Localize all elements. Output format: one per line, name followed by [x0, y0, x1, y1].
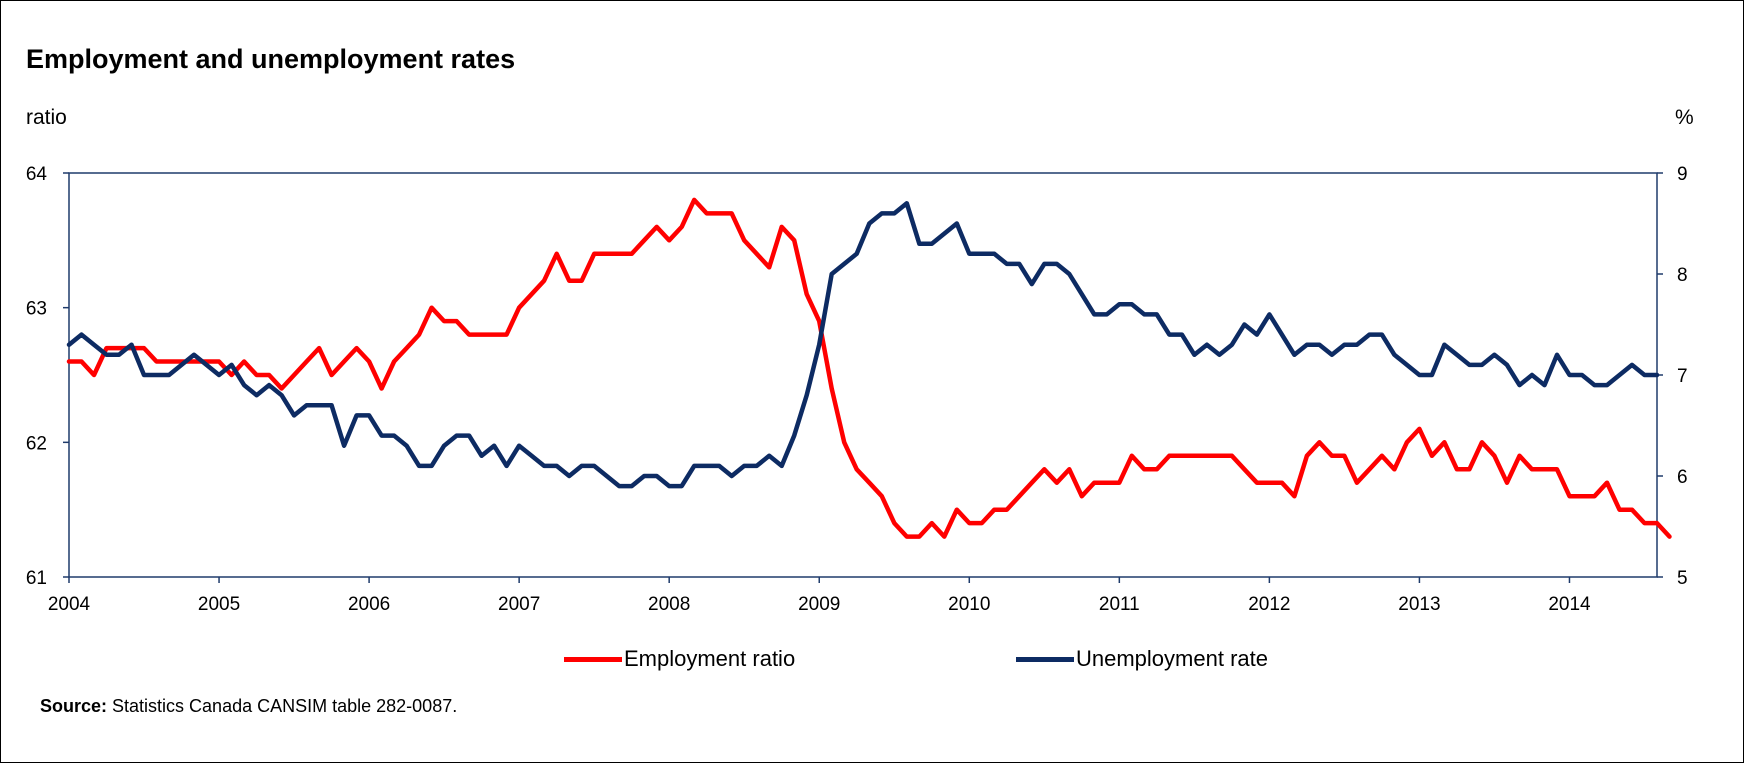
left-tick-label: 61 — [26, 568, 47, 589]
right-tick-label: 5 — [1677, 568, 1688, 589]
x-tick-label: 2013 — [1398, 594, 1440, 615]
left-tick-label: 62 — [26, 433, 47, 454]
employment-ratio-line — [66, 197, 1672, 539]
x-tick-label: 2014 — [1548, 594, 1591, 615]
legend-label-unemployment: Unemployment rate — [1076, 646, 1268, 671]
x-tick-label: 2007 — [498, 594, 540, 615]
x-tick-label: 2006 — [348, 594, 390, 615]
left-axis-unit-label: ratio — [26, 106, 67, 129]
x-tick-label: 2011 — [1099, 594, 1140, 615]
right-tick-label: 7 — [1677, 366, 1688, 387]
x-tick-label: 2008 — [648, 594, 690, 615]
legend-label-employment: Employment ratio — [624, 646, 796, 671]
right-tick-label: 9 — [1677, 164, 1688, 185]
x-tick-label: 2012 — [1248, 594, 1290, 615]
x-tick-label: 2010 — [948, 594, 990, 615]
legend-swatch-unemployment — [1016, 656, 1074, 662]
x-tick-label: 2004 — [48, 594, 91, 615]
left-tick-label: 63 — [26, 299, 47, 320]
x-tick-label: 2009 — [798, 594, 840, 615]
source-label: Source: — [40, 696, 108, 716]
legend-employment-ratio: Employment ratio — [564, 646, 795, 672]
source-text: Statistics Canada CANSIM table 282-0087. — [107, 696, 458, 716]
x-axis-ticks: 2004 2005 2006 2007 2008 2009 2010 2011 2012 2013… — [48, 577, 1591, 615]
legend-unemployment-rate: Unemployment rate — [1016, 646, 1268, 672]
legend-swatch-employment — [564, 656, 622, 662]
right-tick-label: 8 — [1677, 265, 1688, 286]
unemployment-rate-line — [66, 201, 1660, 489]
left-axis-ticks: 61 62 63 64 — [26, 164, 69, 589]
chart-title: Employment and unemployment rates — [26, 44, 516, 74]
left-tick-label: 64 — [26, 164, 48, 185]
x-tick-label: 2005 — [198, 594, 240, 615]
source-note: Source: Statistics Canada CANSIM table 2… — [40, 696, 457, 717]
right-tick-label: 6 — [1677, 467, 1688, 488]
series-lines — [66, 197, 1672, 539]
right-axis-ticks: 5 6 7 8 9 — [1657, 164, 1688, 589]
right-axis-unit-label: % — [1675, 106, 1694, 129]
